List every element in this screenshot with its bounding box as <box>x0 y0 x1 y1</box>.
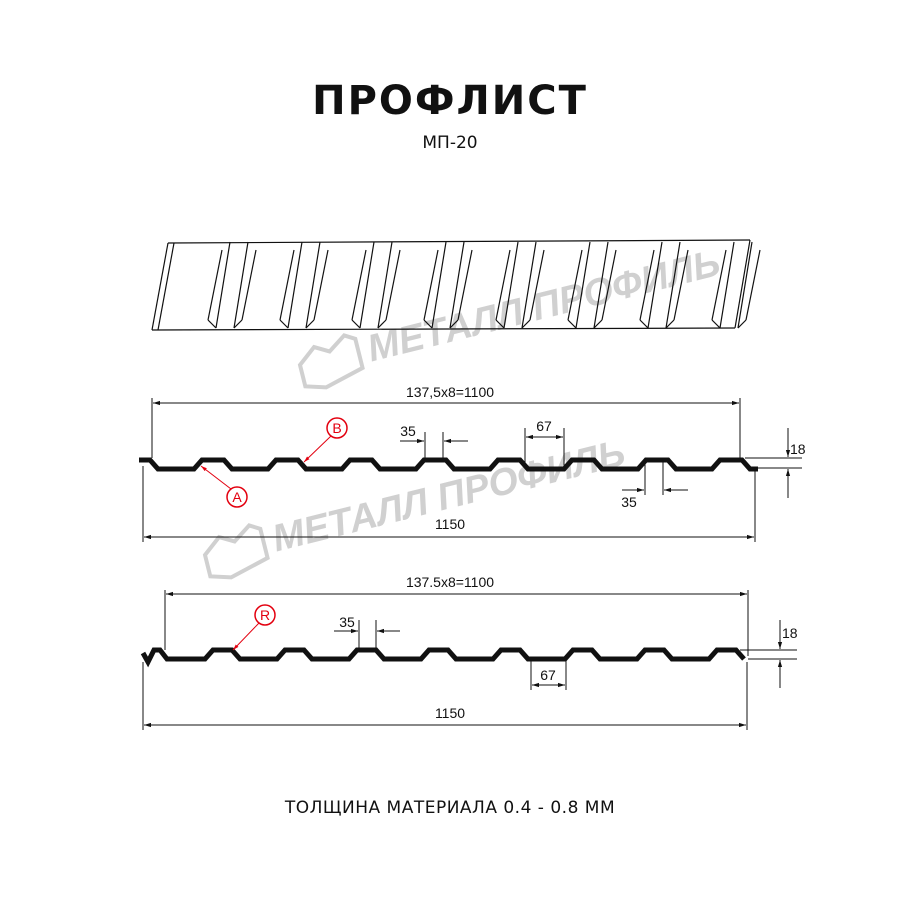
dim-total-label-1: 1150 <box>435 516 465 532</box>
sheet-edge <box>313 249 329 321</box>
sheet-edge <box>351 319 361 329</box>
sheet-edge <box>737 241 753 329</box>
sheet-edge <box>601 249 617 321</box>
dim-trough-label-2: 67 <box>540 667 556 683</box>
sheet-edge <box>377 319 387 329</box>
svg-text:B: B <box>332 420 341 436</box>
sheet-edge <box>359 241 375 329</box>
sheet-edge <box>377 241 393 329</box>
sheet-edge <box>529 249 545 321</box>
sheet-edge <box>431 241 447 329</box>
svg-text:МЕТАЛЛ ПРОФИЛЬ: МЕТАЛЛ ПРОФИЛЬ <box>268 432 629 560</box>
profile-2-line <box>140 647 746 668</box>
page-subtitle: МП-20 <box>422 133 478 153</box>
page-title: ПРОФЛИСТ <box>312 78 588 124</box>
watermark-logo-icon <box>297 333 365 390</box>
callout-b: B <box>303 417 348 463</box>
watermark-2: МЕТАЛЛ ПРОФИЛЬ <box>202 432 629 580</box>
sheet-edge <box>734 239 751 329</box>
sheet-edge <box>593 241 609 329</box>
sheet-edge <box>495 249 511 321</box>
sheet-edge <box>385 249 401 321</box>
sheet-edge <box>351 249 367 321</box>
sheet-edge <box>157 242 175 331</box>
sheet-edge <box>207 249 223 321</box>
sheet-edge <box>457 249 473 321</box>
svg-text:A: A <box>232 489 242 505</box>
sheet-edge <box>503 241 519 329</box>
dim-bottom-label-1: 35 <box>621 494 637 510</box>
sheet-edge <box>233 241 249 329</box>
sheet-edge <box>567 319 577 329</box>
sheet-edge <box>167 239 751 244</box>
sheet-edge <box>151 327 736 331</box>
sheet-edge <box>449 319 459 329</box>
sheet-edge <box>233 319 243 329</box>
profile-1-line <box>139 457 758 472</box>
sheet-edge <box>521 319 531 329</box>
svg-text:МЕТАЛЛ ПРОФИЛЬ: МЕТАЛЛ ПРОФИЛЬ <box>363 242 724 370</box>
profile-2: 137.5x8=1100 1150 35 67 18 R <box>140 574 798 730</box>
sheet-edge <box>521 241 537 329</box>
sheet-edge <box>593 319 603 329</box>
sheet-edge <box>673 249 689 321</box>
sheet-edge <box>665 319 675 329</box>
svg-text:R: R <box>260 607 270 623</box>
dim-crest-label-1: 35 <box>400 423 416 439</box>
sheet-edge <box>151 242 169 331</box>
dim-trough-label-1: 67 <box>536 418 552 434</box>
sheet-edge <box>495 319 505 329</box>
sheet-edge <box>711 249 727 321</box>
sheet-edge <box>279 319 289 329</box>
sheet-edge <box>711 319 721 329</box>
sheet-edge <box>241 249 257 321</box>
dim-crest-label-2: 35 <box>339 614 355 630</box>
dim-total-label-2: 1150 <box>435 705 465 721</box>
sheet-edge <box>215 241 231 329</box>
sheet-edge <box>207 319 217 329</box>
watermark-logo-icon <box>202 523 270 580</box>
sheet-edge <box>745 249 761 321</box>
sheet-edge <box>575 241 591 329</box>
sheet-edge <box>737 319 747 329</box>
sheet-edge <box>567 249 583 321</box>
sheet-edge <box>423 319 433 329</box>
sheet-edge <box>665 241 681 329</box>
sheet-3d-view <box>151 239 761 331</box>
sheet-edge <box>449 241 465 329</box>
dim-height-label-2: 18 <box>782 625 798 641</box>
sheet-edge <box>287 241 303 329</box>
sheet-edge <box>305 319 315 329</box>
profile-1: 137,5x8=1100 1150 35 67 35 18 A B <box>139 384 806 542</box>
sheet-edge <box>305 241 321 329</box>
sheet-edge <box>639 249 655 321</box>
sheet-edge <box>423 249 439 321</box>
sheet-edge <box>719 241 735 329</box>
dim-overall-label-2: 137.5x8=1100 <box>406 574 494 590</box>
sheet-edge <box>647 241 663 329</box>
material-thickness-note: ТОЛЩИНА МАТЕРИАЛА 0.4 - 0.8 ММ <box>284 798 616 818</box>
watermark-1: МЕТАЛЛ ПРОФИЛЬ <box>297 242 724 390</box>
sheet-edge <box>279 249 295 321</box>
callout-a: A <box>200 465 248 508</box>
dim-overall-label-1: 137,5x8=1100 <box>406 384 494 400</box>
dim-height-label-1: 18 <box>790 441 806 457</box>
callout-r: R <box>232 604 276 651</box>
sheet-edge <box>639 319 649 329</box>
